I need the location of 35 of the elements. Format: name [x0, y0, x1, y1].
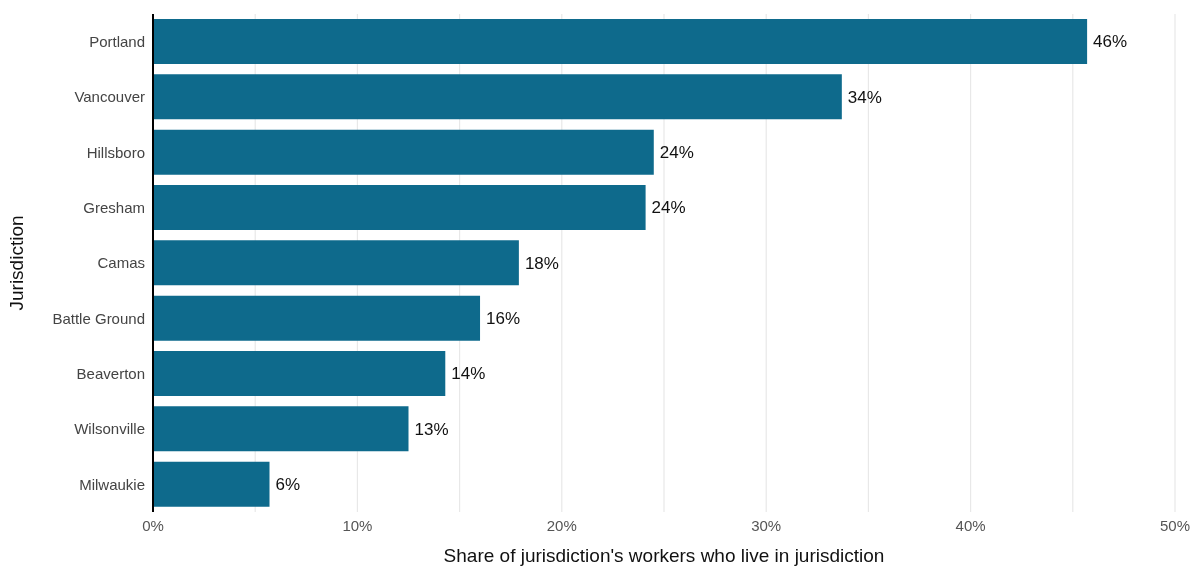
bar [153, 185, 646, 230]
bar [153, 19, 1088, 64]
x-tick-label: 30% [751, 516, 782, 534]
data-label: 24% [651, 198, 686, 218]
x-tick-label: 20% [546, 516, 577, 534]
data-label: 14% [451, 364, 486, 384]
y-tick-label: Gresham [83, 198, 145, 216]
x-tick-label: 50% [1159, 516, 1191, 534]
data-label: 46% [1093, 32, 1128, 52]
y-tick-label: Battle Ground [52, 309, 145, 327]
y-tick-label: Vancouver [74, 88, 145, 106]
y-tick-label: Wilsonville [74, 420, 145, 438]
y-tick-label: Camas [97, 254, 145, 272]
y-tick-label: Beaverton [76, 364, 145, 382]
bar [153, 295, 481, 341]
x-tick-label: 10% [342, 516, 373, 534]
x-tick-label: 40% [955, 516, 986, 534]
data-label: 16% [486, 309, 521, 329]
x-tick-label: 0% [142, 516, 164, 534]
y-tick-label: Hillsboro [86, 143, 145, 161]
bar [153, 74, 842, 120]
data-label: 6% [275, 475, 301, 495]
bar [153, 461, 270, 507]
x-axis-title: Share of jurisdiction's workers who live in jurisdiction [443, 545, 885, 566]
bar [153, 406, 409, 452]
data-label: 13% [414, 419, 449, 439]
data-label: 18% [524, 253, 559, 273]
data-label: 24% [659, 143, 694, 163]
bar [153, 351, 446, 396]
y-tick-label: Portland [89, 32, 145, 50]
data-label: 34% [847, 87, 882, 107]
y-axis-title: Jurisdiction [5, 215, 27, 311]
bar [153, 240, 519, 286]
bar [153, 129, 654, 175]
y-tick-label: Milwaukie [79, 475, 145, 493]
